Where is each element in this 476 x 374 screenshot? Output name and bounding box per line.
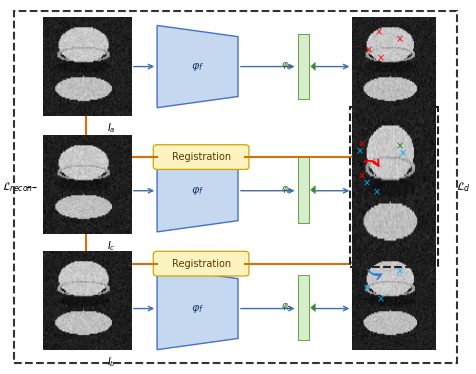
Bar <box>298 275 309 340</box>
Text: Registration: Registration <box>171 152 231 162</box>
Bar <box>298 34 309 99</box>
FancyBboxPatch shape <box>153 145 249 169</box>
Text: $\times$: $\times$ <box>355 146 364 157</box>
Text: $\varphi_p$: $\varphi_p$ <box>281 61 293 72</box>
Text: $\varphi_f$: $\varphi_f$ <box>191 61 204 73</box>
Text: $\times$: $\times$ <box>365 45 373 56</box>
Polygon shape <box>310 303 316 312</box>
Text: $\times$: $\times$ <box>396 141 404 151</box>
Text: $\varphi_p$: $\varphi_p$ <box>281 302 293 313</box>
Text: $\mathcal{L}_{recon}$: $\mathcal{L}_{recon}$ <box>2 180 34 194</box>
Text: $\times$: $\times$ <box>377 53 385 63</box>
Polygon shape <box>157 25 238 108</box>
Text: $\times$: $\times$ <box>372 187 380 198</box>
Text: $\mathcal{L}_d$: $\mathcal{L}_d$ <box>456 180 471 194</box>
Text: $\times$: $\times$ <box>374 27 383 37</box>
Text: $\varphi_f$: $\varphi_f$ <box>191 303 204 315</box>
Text: $\times$: $\times$ <box>396 266 404 276</box>
Text: $\times$: $\times$ <box>362 178 371 188</box>
Polygon shape <box>157 267 238 350</box>
Text: $\times$: $\times$ <box>398 148 407 159</box>
Text: $\varphi_f$: $\varphi_f$ <box>191 185 204 197</box>
Text: $I_c$: $I_c$ <box>107 239 116 253</box>
Text: $\times$: $\times$ <box>357 139 366 149</box>
Bar <box>350 107 438 267</box>
Text: $\Phi_{cb}^{-1}$: $\Phi_{cb}^{-1}$ <box>350 256 368 271</box>
Text: $\times$: $\times$ <box>396 34 404 45</box>
Text: $\times$: $\times$ <box>357 171 366 181</box>
Bar <box>298 157 309 223</box>
Polygon shape <box>310 185 316 194</box>
Text: $\times$: $\times$ <box>377 294 385 304</box>
Polygon shape <box>310 62 316 71</box>
Text: $\times$: $\times$ <box>362 283 371 293</box>
Text: Registration: Registration <box>171 259 231 269</box>
Text: $\varphi_p$: $\varphi_p$ <box>281 184 293 196</box>
Text: $\Phi_{ca}^{-1}$: $\Phi_{ca}^{-1}$ <box>350 150 368 165</box>
Text: $I_a$: $I_a$ <box>107 122 116 135</box>
Text: $I_b$: $I_b$ <box>107 355 116 369</box>
FancyBboxPatch shape <box>153 251 249 276</box>
Polygon shape <box>157 150 238 232</box>
